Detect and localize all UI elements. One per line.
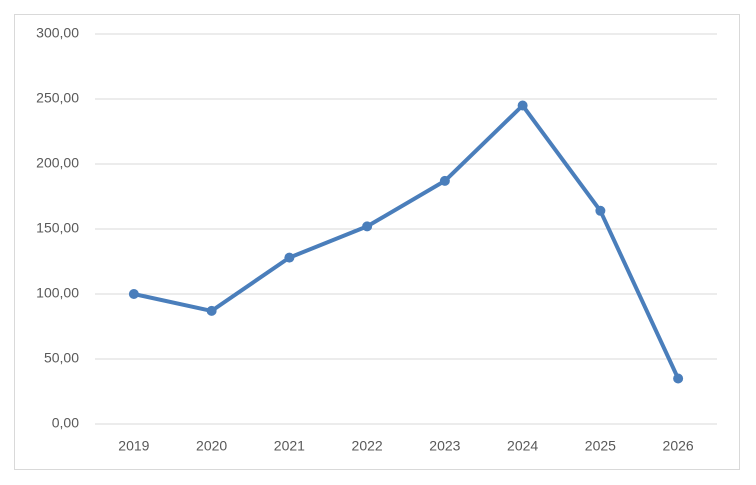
x-tick-label: 2025 <box>585 438 616 454</box>
x-tick-label: 2024 <box>507 438 538 454</box>
x-tick-label: 2021 <box>274 438 305 454</box>
data-point <box>517 100 528 111</box>
x-tick-label: 2019 <box>118 438 149 454</box>
y-tick-label: 0,00 <box>52 415 79 431</box>
x-tick-label: 2022 <box>352 438 383 454</box>
y-tick-label: 50,00 <box>44 350 79 366</box>
chart-border <box>14 14 740 470</box>
data-point <box>439 175 450 186</box>
data-point <box>673 373 684 384</box>
data-point <box>595 205 606 216</box>
data-line <box>131 103 681 381</box>
data-point <box>206 305 217 316</box>
y-tick-label: 300,00 <box>36 25 79 41</box>
x-tick-label: 2020 <box>196 438 227 454</box>
data-point <box>284 252 295 263</box>
y-tick-label: 200,00 <box>36 155 79 171</box>
y-tick-label: 100,00 <box>36 285 79 301</box>
y-tick-label: 250,00 <box>36 90 79 106</box>
y-tick-label: 150,00 <box>36 220 79 236</box>
data-point <box>362 221 373 232</box>
data-point <box>128 289 139 299</box>
x-tick-label: 2026 <box>663 438 694 454</box>
x-tick-label: 2023 <box>429 438 460 454</box>
